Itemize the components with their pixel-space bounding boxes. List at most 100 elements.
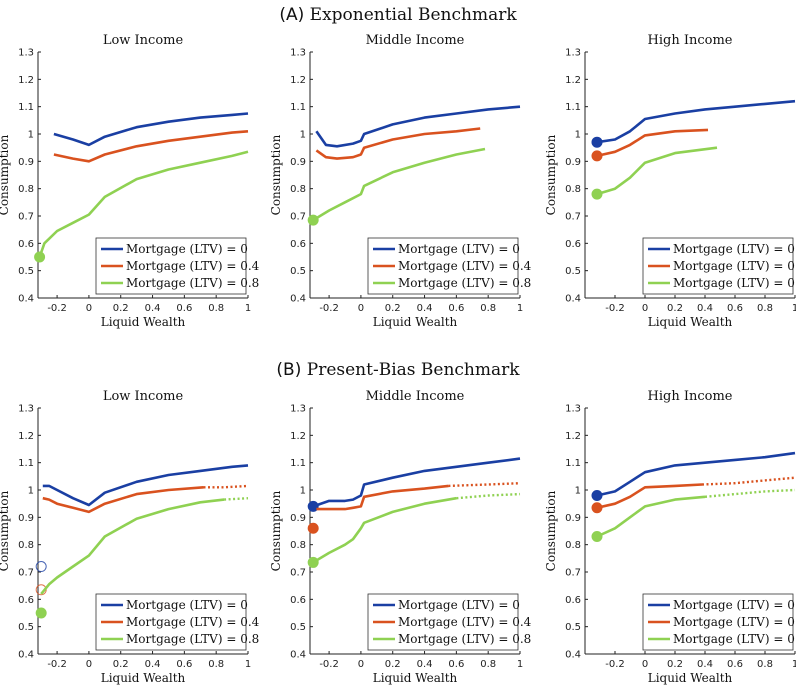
legend: Mortgage (LTV) = 0 Mortgage (LTV) = 0.4 Mo… (367, 237, 532, 295)
x-tick-label: -0.2 (605, 303, 625, 314)
x-axis-label: Liquid Wealth (101, 315, 186, 329)
chart-panel: High Income 0.4 0.5 0.6 0.7 0.8 0.9 1 1.1 1.2 1.3 -… (544, 389, 796, 685)
y-tick-label: 1.2 (18, 75, 34, 86)
x-tick-label: 1 (517, 303, 523, 314)
y-tick-label: 0.7 (565, 568, 581, 579)
x-tick-label: 0 (86, 303, 92, 314)
series-line (42, 486, 204, 514)
y-axis-label: Consumption (544, 490, 558, 571)
legend-label: Mortgage (LTV) = 0.8 (673, 276, 796, 290)
chart-panel: Middle Income 0.4 0.5 0.6 0.7 0.8 0.9 1 1.1 1.2 1.… (269, 33, 532, 329)
y-tick-label: 0.7 (18, 568, 34, 579)
x-tick-label: 0.2 (667, 659, 683, 670)
x-tick-label: 0.8 (208, 659, 224, 670)
section-a-title: (A) Exponential Benchmark (279, 5, 517, 25)
series-dotted-line (456, 492, 521, 500)
x-tick-label: -0.2 (605, 659, 625, 670)
legend-label: Mortgage (LTV) = 0.8 (398, 632, 531, 646)
y-tick-label: 1.3 (565, 48, 581, 59)
series-marker-filled (307, 214, 319, 226)
x-tick-label: 0 (642, 659, 648, 670)
series-line (596, 146, 718, 196)
x-axis-label: Liquid Wealth (373, 315, 458, 329)
y-tick-label: 1.2 (290, 431, 306, 442)
y-tick-label: 0.9 (290, 157, 306, 168)
y-tick-label: 0.5 (290, 622, 306, 633)
legend-label: Mortgage (LTV) = 0 (126, 598, 248, 612)
series-dotted-line (448, 482, 521, 488)
legend-label: Mortgage (LTV) = 0 (398, 242, 520, 256)
y-tick-label: 0.6 (18, 239, 34, 250)
x-tick-label: 1 (517, 659, 523, 670)
x-axis-label: Liquid Wealth (648, 671, 733, 685)
x-tick-label: 1 (245, 659, 251, 670)
y-tick-label: 0.5 (18, 622, 34, 633)
legend-label: Mortgage (LTV) = 0 (398, 598, 520, 612)
legend-label: Mortgage (LTV) = 0.8 (398, 276, 531, 290)
y-tick-label: 1.3 (18, 404, 34, 415)
y-tick-label: 0.8 (565, 540, 581, 551)
y-tick-label: 0.5 (565, 622, 581, 633)
section-b-title: (B) Present-Bias Benchmark (276, 360, 520, 380)
x-tick-label: 0.2 (385, 659, 401, 670)
y-tick-label: 0.4 (18, 650, 34, 661)
y-axis-label: Consumption (269, 134, 283, 215)
y-tick-label: 1 (575, 130, 581, 141)
y-tick-label: 1.1 (18, 102, 34, 113)
y-tick-label: 0.8 (290, 540, 306, 551)
series-marker-filled (591, 136, 603, 148)
chart-title: Middle Income (366, 33, 465, 48)
legend: Mortgage (LTV) = 0 Mortgage (LTV) = 0.4 Mo… (95, 593, 260, 651)
y-axis-label: Consumption (544, 134, 558, 215)
y-tick-label: 1 (300, 486, 306, 497)
y-tick-label: 1 (28, 130, 34, 141)
y-tick-label: 0.5 (18, 266, 34, 277)
x-tick-label: 0.4 (145, 659, 161, 670)
chart-panel: Low Income 0.4 0.5 0.6 0.7 0.8 0.9 1 1.1 1.2 1.3 -0… (0, 33, 260, 329)
series-line (312, 457, 521, 508)
legend-label: Mortgage (LTV) = 0.8 (673, 632, 796, 646)
y-axis-label: Consumption (0, 134, 11, 215)
plots-group: Low Income 0.4 0.5 0.6 0.7 0.8 0.9 1 1.1 1.2 1.3 -0… (0, 33, 796, 685)
series-line (53, 112, 249, 147)
series-line (312, 147, 486, 222)
y-tick-label: 1.1 (290, 458, 306, 469)
legend-label: Mortgage (LTV) = 0.8 (126, 276, 259, 290)
x-axis-label: Liquid Wealth (648, 315, 733, 329)
x-tick-label: 0.8 (208, 303, 224, 314)
series-line (315, 127, 481, 160)
y-tick-label: 1 (300, 130, 306, 141)
x-tick-label: 0.2 (113, 659, 129, 670)
x-tick-label: 0.2 (385, 303, 401, 314)
x-tick-label: 0.8 (480, 659, 496, 670)
x-tick-label: 0.6 (176, 659, 192, 670)
y-tick-label: 1.1 (290, 102, 306, 113)
series-line (596, 128, 709, 158)
y-tick-label: 1.3 (290, 404, 306, 415)
series-dotted-line (203, 484, 249, 489)
legend-label: Mortgage (LTV) = 0.4 (398, 259, 532, 273)
series-dotted-line (701, 476, 796, 486)
y-tick-label: 1.3 (565, 404, 581, 415)
x-tick-label: 0.8 (480, 303, 496, 314)
chart-title: Low Income (103, 389, 184, 404)
y-tick-label: 0.7 (290, 212, 306, 223)
y-tick-label: 0.5 (565, 266, 581, 277)
series-line (40, 498, 225, 595)
series-line (596, 483, 703, 510)
series-marker-filled (34, 251, 46, 263)
x-tick-label: 1 (245, 303, 251, 314)
series-marker-filled (307, 522, 319, 534)
x-axis-label: Liquid Wealth (101, 671, 186, 685)
chart-panel: Low Income 0.4 0.5 0.6 0.7 0.8 0.9 1 1.1 1.2 1.3 -0… (0, 389, 260, 685)
x-tick-label: 0.4 (417, 659, 433, 670)
series-marker-filled (35, 607, 47, 619)
section-b-letter: (B) (276, 360, 301, 380)
y-tick-label: 0.5 (290, 266, 306, 277)
y-tick-label: 0.8 (290, 184, 306, 195)
series-marker-filled (591, 489, 603, 501)
x-tick-label: -0.2 (319, 659, 339, 670)
legend: Mortgage (LTV) = 0 Mortgage (LTV) = 0.4 Mo… (95, 237, 260, 295)
y-tick-label: 0.9 (290, 513, 306, 524)
